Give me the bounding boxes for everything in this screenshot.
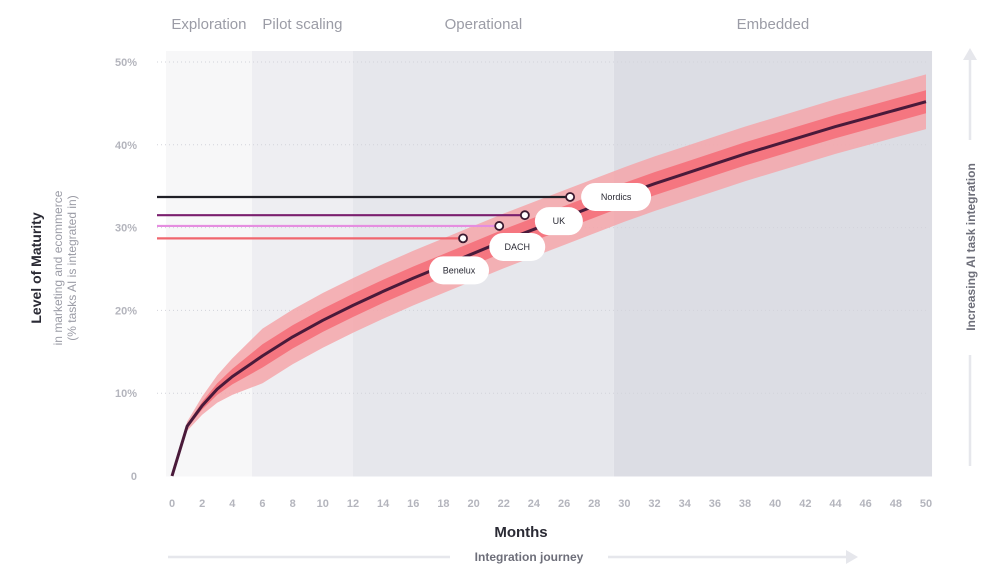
x-tick-21: 42 (799, 498, 811, 510)
arrow-right-icon (846, 550, 858, 564)
x-tick-22: 44 (829, 498, 842, 510)
phase-label-1: Pilot scaling (262, 16, 342, 33)
country-marker-dach (494, 221, 505, 231)
y-axis-sublabel-1: in marketing and ecommerce (51, 190, 65, 345)
x-axis-ticks: 0 2 4 6 8 10 12 14 16 18 20 22 24 26 28 30 32 34 36 38 40 42 4… (169, 498, 932, 510)
country-label-dach: DACH (504, 242, 530, 252)
y-tick-2: 20% (115, 305, 137, 317)
confidence-bands (172, 74, 926, 477)
country-label-uk: UK (553, 216, 566, 226)
x-tick-5: 10 (317, 498, 329, 510)
x-tick-14: 28 (588, 498, 600, 510)
arrow-up-icon (963, 48, 977, 60)
x-tick-20: 40 (769, 498, 781, 510)
x-tick-3: 6 (259, 498, 265, 510)
x-axis-label: Months (494, 524, 547, 541)
journey-arrow (168, 550, 858, 564)
x-tick-17: 34 (679, 498, 692, 510)
y-tick-0: 0 (131, 471, 137, 483)
country-label-nordics: Nordics (601, 192, 632, 202)
x-tick-7: 14 (377, 498, 390, 510)
x-tick-18: 36 (709, 498, 721, 510)
phase-label-3: Embedded (737, 16, 810, 33)
x-tick-23: 46 (860, 498, 872, 510)
country-marker-benelux (458, 233, 468, 244)
grid-lines (157, 61, 926, 394)
x-tick-12: 24 (528, 498, 541, 510)
right-axis-label: Increasing AI task integration (964, 163, 978, 331)
x-tick-0: 0 (169, 498, 175, 510)
x-tick-11: 22 (498, 498, 510, 510)
phase-label-0: Exploration (171, 16, 246, 33)
right-arrow (963, 48, 977, 466)
country-label-benelux: Benelux (443, 265, 476, 275)
x-tick-25: 50 (920, 498, 932, 510)
country-bubble-dach (489, 232, 546, 261)
country-marker-nordics (565, 192, 576, 202)
y-tick-3: 30% (115, 223, 137, 235)
x-tick-9: 18 (437, 498, 449, 510)
x-tick-10: 20 (467, 498, 479, 510)
phase-label-2: Operational (445, 16, 523, 33)
y-axis-label: Level of Maturity (28, 212, 44, 323)
x-tick-24: 48 (890, 498, 902, 510)
y-tick-4: 40% (115, 140, 137, 152)
country-bubble-uk (534, 207, 583, 236)
x-tick-15: 30 (618, 498, 630, 510)
y-axis-ticks: 0 10% 20% 30% 40% 50% (115, 57, 137, 483)
x-tick-1: 2 (199, 498, 205, 510)
country-markers: Nordics UK DACH Benelux (429, 182, 652, 285)
x-tick-2: 4 (229, 498, 236, 510)
integration-journey-label: Integration journey (475, 550, 584, 564)
country-marker-uk (519, 210, 530, 221)
x-tick-13: 26 (558, 498, 570, 510)
phase-band-0 (165, 51, 252, 477)
inner-band (172, 90, 926, 476)
y-tick-5: 50% (115, 57, 137, 69)
phase-band-1 (251, 51, 353, 477)
country-bubble-nordics (581, 182, 652, 211)
x-tick-16: 32 (648, 498, 660, 510)
x-tick-6: 12 (347, 498, 359, 510)
y-tick-1: 10% (115, 388, 137, 400)
country-lines (157, 195, 571, 240)
x-tick-4: 8 (290, 498, 296, 510)
country-bubble-benelux (429, 256, 490, 285)
phase-labels: Exploration Pilot scaling Operational Embed… (171, 16, 809, 33)
x-tick-19: 38 (739, 498, 751, 510)
x-tick-8: 16 (407, 498, 419, 510)
outer-band (172, 74, 926, 477)
y-axis-sublabel-2: (% tasks AI is integrated in) (65, 195, 79, 340)
